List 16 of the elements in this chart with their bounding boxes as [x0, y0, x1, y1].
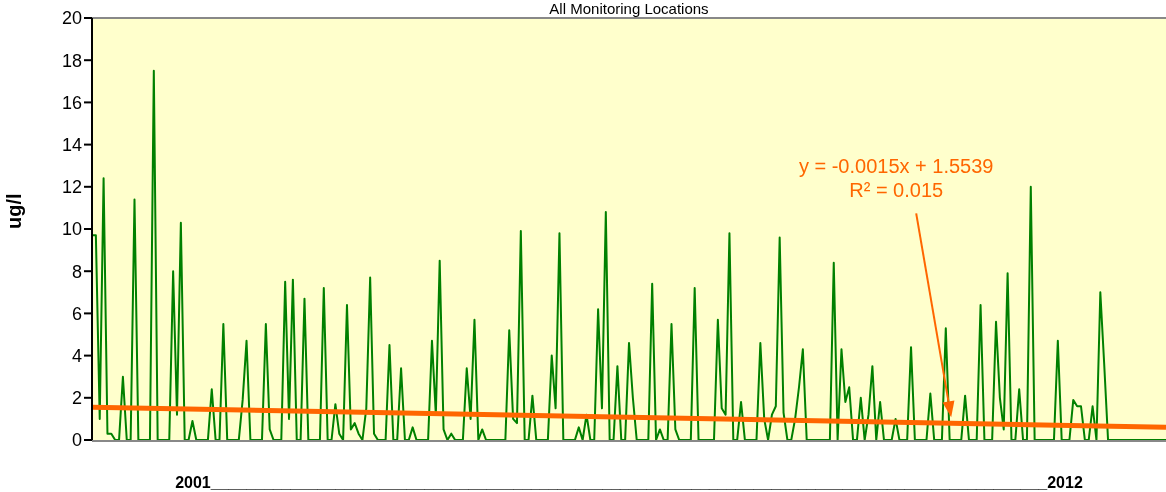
y-tick-label: 12 [61, 177, 82, 198]
y-axis-title: ug/l [3, 193, 26, 229]
y-tick-label: 10 [61, 219, 82, 240]
chart-title: All Monitoring Locations [549, 0, 709, 17]
y-tick-label: 14 [61, 134, 82, 155]
y-tick-label: 20 [61, 8, 82, 29]
y-tick-label: 0 [71, 430, 82, 451]
y-tick-label: 6 [71, 303, 82, 324]
y-tick-label: 16 [61, 92, 82, 113]
y-tick-label: 8 [71, 261, 82, 282]
line-series [91, 69, 1166, 440]
y-tick-label: 18 [61, 50, 82, 71]
y-tick-label: 4 [71, 345, 82, 366]
x-axis-title: 2001______________________________________________________________________________________________2012 [175, 474, 1083, 491]
annotation: y = -0.0015x + 1.5539 R² = 0.015 [798, 155, 994, 202]
y-tick-label: 2 [71, 388, 82, 409]
